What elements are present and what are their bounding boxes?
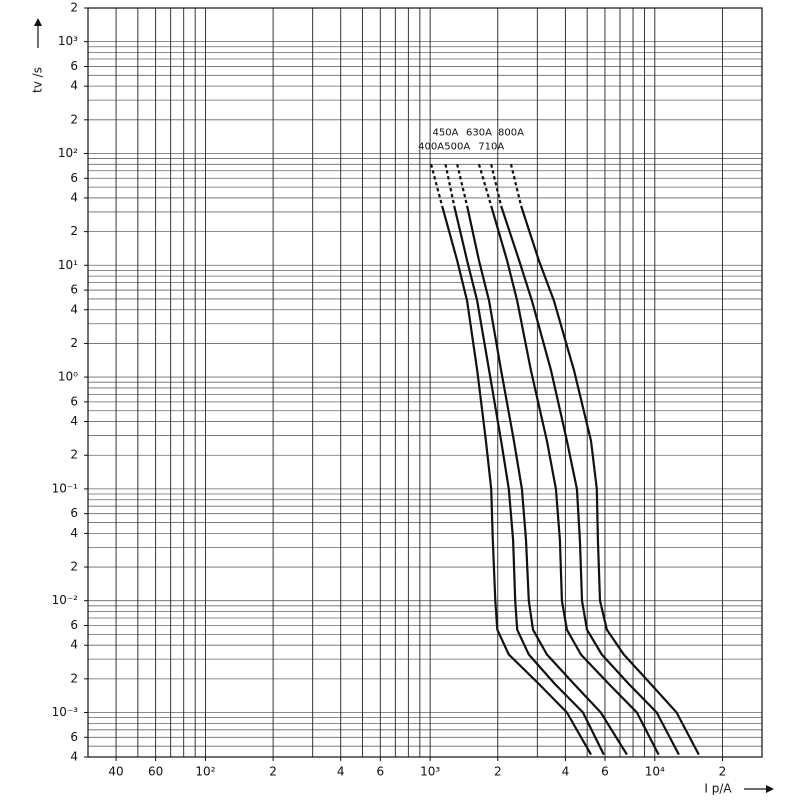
y-tick-label: 6 bbox=[70, 171, 78, 185]
y-tick-label: 6 bbox=[70, 394, 78, 408]
y-tick-label: 4 bbox=[70, 526, 78, 540]
x-tick-label: 40 bbox=[108, 765, 123, 779]
y-tick-label: 6 bbox=[70, 59, 78, 73]
y-tick-label: 4 bbox=[70, 79, 78, 93]
curve-label: 630A bbox=[466, 127, 492, 138]
y-tick-label: 6 bbox=[70, 730, 78, 744]
x-axis-label: I p/A bbox=[704, 782, 732, 796]
y-tick-label: 2 bbox=[70, 336, 78, 350]
y-tick-label: 10¹ bbox=[58, 258, 78, 272]
y-tick-label: 10² bbox=[58, 146, 78, 160]
x-tick-label: 4 bbox=[337, 765, 345, 779]
x-tick-label: 60 bbox=[148, 765, 163, 779]
y-tick-label: 2 bbox=[70, 112, 78, 126]
curve bbox=[444, 164, 605, 756]
curve bbox=[477, 163, 660, 756]
y-tick-label: 2 bbox=[70, 224, 78, 238]
curve-label: 450A bbox=[432, 127, 458, 138]
y-tick-label: 2 bbox=[70, 560, 78, 574]
x-tick-label: 2 bbox=[494, 765, 502, 779]
plot-frame bbox=[87, 7, 763, 758]
curve bbox=[456, 164, 628, 756]
x-tick-label: 2 bbox=[269, 765, 277, 779]
y-tick-label: 4 bbox=[70, 638, 78, 652]
y-tick-label: 10⁻¹ bbox=[52, 481, 79, 495]
curve-label: 400A bbox=[418, 141, 444, 152]
x-tick-label: 4 bbox=[562, 765, 570, 779]
y-tick-label: 2 bbox=[70, 1, 78, 15]
y-tick-label: 6 bbox=[70, 283, 78, 297]
y-arrow-head bbox=[34, 18, 42, 26]
x-arrow-head bbox=[766, 785, 774, 793]
x-tick-label: 10³ bbox=[420, 765, 440, 779]
y-axis-label: tv /s bbox=[31, 67, 45, 93]
y-tick-label: 6 bbox=[70, 506, 78, 520]
curve-label: 800A bbox=[498, 127, 524, 138]
y-tick-label: 10⁻² bbox=[52, 593, 79, 607]
y-tick-label: 10⁰ bbox=[58, 370, 78, 384]
x-tick-label: 6 bbox=[376, 765, 384, 779]
curve bbox=[490, 164, 680, 756]
y-tick-label: 4 bbox=[70, 190, 78, 204]
y-tick-label: 6 bbox=[70, 618, 78, 632]
y-tick-label: 4 bbox=[70, 302, 78, 316]
y-tick-label: 2 bbox=[70, 671, 78, 685]
x-tick-label: 6 bbox=[601, 765, 609, 779]
x-tick-label: 10² bbox=[195, 765, 215, 779]
curve bbox=[430, 164, 592, 756]
y-tick-label: 10³ bbox=[58, 34, 78, 48]
y-tick-label: 10⁻³ bbox=[52, 705, 79, 719]
y-tick-label: 2 bbox=[70, 448, 78, 462]
curve-label: 710A bbox=[478, 141, 504, 152]
x-tick-label: 10⁴ bbox=[645, 765, 665, 779]
curve-label: 500A bbox=[444, 141, 470, 152]
y-tick-label: 4 bbox=[70, 750, 78, 764]
x-tick-label: 2 bbox=[719, 765, 727, 779]
y-tick-label: 4 bbox=[70, 414, 78, 428]
curve bbox=[509, 164, 700, 756]
